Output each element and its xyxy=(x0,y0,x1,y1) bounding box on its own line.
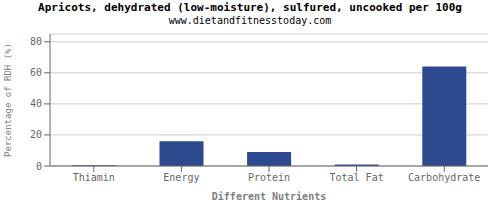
svg-text:40: 40 xyxy=(30,98,42,109)
svg-text:Thiamin: Thiamin xyxy=(73,172,115,183)
svg-text:Different Nutrients: Different Nutrients xyxy=(212,191,326,200)
svg-text:Carbohydrate: Carbohydrate xyxy=(408,172,480,183)
svg-text:Percentage of RDH (%): Percentage of RDH (%) xyxy=(8,43,13,157)
html-text:www.dietandfitnesstoday.com: www.dietandfitnesstoday.com xyxy=(168,15,332,26)
svg-text:Total Fat: Total Fat xyxy=(330,172,384,183)
svg-text:0: 0 xyxy=(36,161,42,172)
svg-text:60: 60 xyxy=(30,67,42,78)
svg-text:Protein: Protein xyxy=(248,172,290,183)
svg-text:20: 20 xyxy=(30,129,42,140)
svg-text:80: 80 xyxy=(30,36,42,47)
html-text:Apricots, dehydrated (low-mois: Apricots, dehydrated (low-moisture), sul… xyxy=(38,1,462,14)
svg-text:Energy: Energy xyxy=(163,172,199,183)
